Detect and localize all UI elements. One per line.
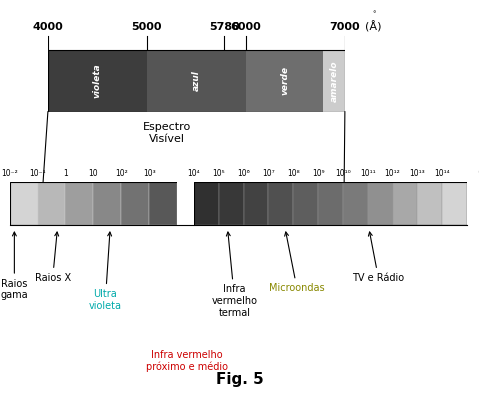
Text: 6000: 6000	[230, 22, 261, 32]
Text: Infra vermelho
próximo e médio: Infra vermelho próximo e médio	[146, 350, 228, 372]
Bar	[48, 50, 147, 112]
Bar	[121, 182, 149, 225]
Text: 10²: 10²	[115, 169, 128, 178]
Text: Microondas: Microondas	[269, 232, 325, 293]
Text: 10⁻²: 10⁻²	[1, 169, 18, 178]
Bar	[194, 182, 219, 225]
Text: 5000: 5000	[132, 22, 162, 32]
Text: 10⁶: 10⁶	[237, 169, 250, 178]
Text: Raios X: Raios X	[34, 232, 71, 283]
Text: 10¹⁴: 10¹⁴	[434, 169, 450, 178]
Text: 10³: 10³	[143, 169, 156, 178]
Bar	[417, 182, 442, 225]
Bar	[66, 182, 93, 225]
Bar	[393, 182, 417, 225]
Text: 4000: 4000	[33, 22, 63, 32]
Bar	[244, 182, 268, 225]
Bar	[219, 182, 244, 225]
Text: 1: 1	[63, 169, 68, 178]
Text: TV e Rádio: TV e Rádio	[353, 232, 404, 283]
Bar	[318, 182, 343, 225]
Bar	[268, 182, 293, 225]
Text: azul: azul	[192, 70, 201, 91]
Text: 10⁻¹: 10⁻¹	[29, 169, 46, 178]
Bar	[345, 50, 387, 112]
Text: (Å): (Å)	[365, 21, 381, 33]
Text: 7000: 7000	[330, 22, 360, 32]
Text: 10⁸: 10⁸	[287, 169, 299, 178]
Text: Infra
vermelho
termal: Infra vermelho termal	[212, 232, 258, 318]
Bar	[149, 182, 177, 225]
Text: 10⁵: 10⁵	[213, 169, 225, 178]
Bar	[246, 50, 323, 112]
Text: violeta: violeta	[93, 63, 102, 98]
Text: Ultra
violeta: Ultra violeta	[89, 232, 122, 311]
Text: 10¹³: 10¹³	[410, 169, 425, 178]
Bar	[387, 50, 444, 112]
Bar	[37, 182, 66, 225]
Bar	[323, 50, 345, 112]
Bar	[368, 182, 393, 225]
Text: °: °	[373, 12, 376, 18]
Text: 10⁴: 10⁴	[188, 169, 200, 178]
Bar	[442, 182, 467, 225]
Text: 10¹⁰: 10¹⁰	[335, 169, 351, 178]
Text: 10⁷: 10⁷	[262, 169, 275, 178]
Bar	[343, 182, 368, 225]
Text: Espectro
Visível: Espectro Visível	[143, 122, 191, 144]
Text: vermelho: vermelho	[411, 57, 420, 105]
Text: 10¹¹: 10¹¹	[360, 169, 376, 178]
Text: (Å): (Å)	[477, 166, 479, 177]
Text: Fig. 5: Fig. 5	[216, 372, 263, 387]
Text: verde: verde	[280, 66, 289, 95]
Bar	[293, 182, 318, 225]
Bar	[93, 182, 121, 225]
Text: 10: 10	[89, 169, 98, 178]
Text: 10⁹: 10⁹	[312, 169, 324, 178]
Text: amarelo: amarelo	[330, 60, 339, 102]
Bar	[10, 182, 37, 225]
Text: laranja: laranja	[361, 63, 370, 99]
Text: Raios
gama: Raios gama	[0, 232, 28, 300]
Bar	[147, 50, 246, 112]
Text: 10¹²: 10¹²	[385, 169, 400, 178]
Text: 5780: 5780	[209, 22, 240, 32]
